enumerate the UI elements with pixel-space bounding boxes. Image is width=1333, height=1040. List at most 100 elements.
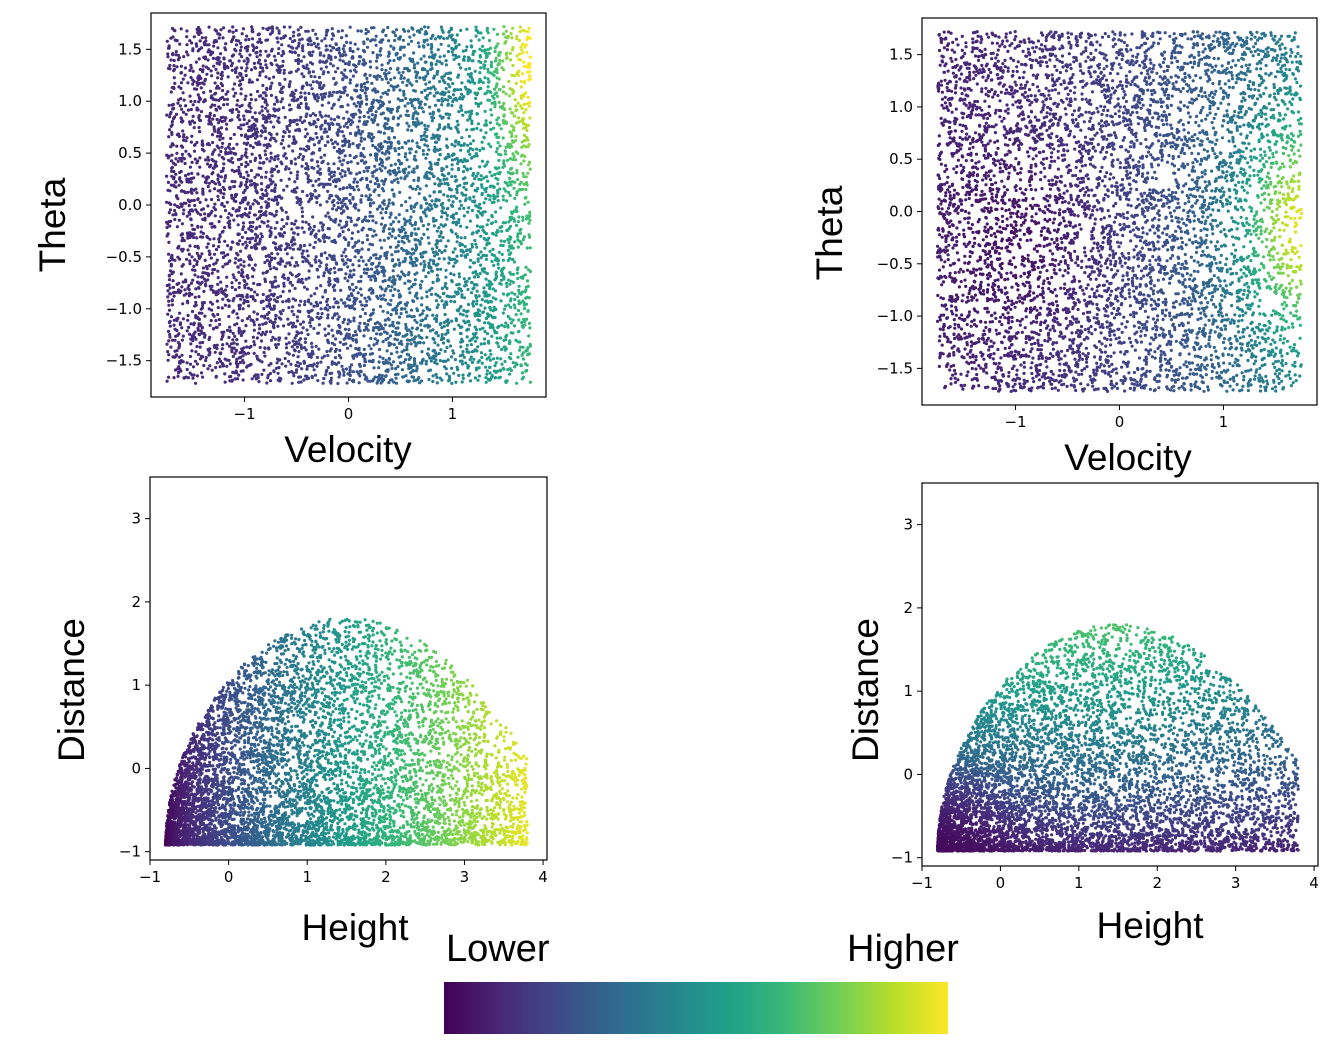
scatter-point — [297, 380, 301, 384]
scatter-point — [518, 25, 523, 29]
scatter-point — [220, 70, 224, 74]
scatter-point — [269, 297, 273, 301]
scatter-point — [277, 169, 281, 173]
scatter-point — [492, 254, 496, 258]
scatter-point — [344, 334, 348, 338]
scatter-point — [510, 166, 514, 170]
scatter-point — [489, 324, 493, 328]
scatter-point — [336, 305, 341, 309]
scatter-point — [329, 379, 333, 383]
scatter-point — [299, 322, 303, 326]
scatter-point — [305, 328, 309, 332]
scatter-point — [457, 282, 461, 286]
scatter-point — [339, 288, 343, 292]
scatter-point — [494, 150, 499, 154]
scatter-point — [360, 130, 364, 134]
scatter-point — [186, 172, 191, 176]
scatter-point — [410, 285, 414, 289]
scatter-point — [322, 271, 326, 275]
scatter-point — [524, 349, 528, 353]
scatter-point — [474, 270, 478, 274]
scatter-point — [169, 90, 173, 94]
scatter-point — [327, 270, 331, 274]
scatter-point — [470, 208, 474, 213]
scatter-point — [315, 80, 319, 84]
scatter-point — [474, 204, 478, 208]
scatter-point — [455, 33, 459, 37]
scatter-point — [496, 199, 500, 203]
scatter-point — [193, 268, 197, 272]
scatter-point — [384, 298, 388, 302]
scatter-point — [446, 194, 450, 198]
scatter-point — [170, 132, 174, 136]
scatter-point — [390, 323, 395, 327]
scatter-point — [470, 128, 474, 132]
scatter-point — [305, 249, 309, 253]
scatter-point — [378, 49, 382, 53]
scatter-point — [340, 364, 344, 368]
scatter-point — [251, 335, 255, 339]
scatter-point — [239, 127, 243, 131]
scatter-point — [398, 277, 402, 281]
scatter-point — [424, 362, 428, 366]
scatter-point — [227, 304, 231, 308]
scatter-point — [166, 350, 170, 354]
scatter-point — [209, 319, 213, 323]
scatter-point — [273, 226, 277, 230]
scatter-point — [440, 76, 444, 80]
scatter-point — [293, 286, 297, 291]
scatter-point — [307, 276, 311, 280]
scatter-point — [174, 157, 178, 161]
scatter-point — [277, 338, 281, 342]
scatter-point — [432, 224, 436, 228]
scatter-point — [487, 142, 491, 146]
scatter-point — [432, 219, 436, 223]
scatter-point — [299, 101, 303, 106]
scatter-point — [295, 46, 299, 50]
scatter-point — [234, 71, 238, 75]
scatter-point — [494, 270, 498, 274]
scatter-point — [469, 291, 474, 295]
scatter-point — [490, 334, 494, 338]
scatter-point — [393, 236, 398, 240]
scatter-point — [367, 248, 371, 252]
scatter-point — [306, 254, 310, 258]
scatter-point — [485, 299, 489, 303]
scatter-point — [241, 225, 246, 229]
scatter-point — [391, 360, 396, 364]
scatter-point — [357, 239, 361, 243]
scatter-point — [444, 63, 448, 67]
scatter-point — [240, 215, 244, 219]
scatter-point — [410, 333, 414, 337]
scatter-point — [272, 292, 276, 296]
scatter-point — [388, 169, 392, 173]
scatter-point — [465, 350, 469, 354]
scatter-point — [506, 142, 510, 146]
scatter-point — [380, 327, 384, 331]
scatter-point — [367, 165, 371, 170]
scatter-point — [298, 362, 302, 366]
scatter-point — [168, 189, 172, 193]
scatter-point — [338, 95, 343, 99]
scatter-point — [300, 72, 304, 76]
scatter-point — [419, 134, 423, 138]
scatter-point — [187, 283, 191, 288]
scatter-point — [353, 42, 357, 46]
scatter-point — [223, 119, 227, 123]
scatter-point — [454, 220, 458, 224]
scatter-point — [245, 345, 249, 349]
scatter-point — [230, 196, 234, 200]
scatter-point — [249, 97, 253, 102]
scatter-point — [353, 68, 357, 72]
scatter-point — [290, 221, 294, 226]
scatter-point — [237, 59, 241, 63]
scatter-point — [217, 153, 221, 157]
scatter-point — [272, 189, 276, 193]
scatter-point — [304, 29, 308, 33]
scatter-point — [274, 235, 278, 239]
scatter-point — [208, 237, 212, 241]
scatter-point — [194, 300, 198, 304]
scatter-point — [504, 347, 508, 351]
scatter-point — [198, 118, 203, 123]
scatter-point — [461, 349, 465, 354]
